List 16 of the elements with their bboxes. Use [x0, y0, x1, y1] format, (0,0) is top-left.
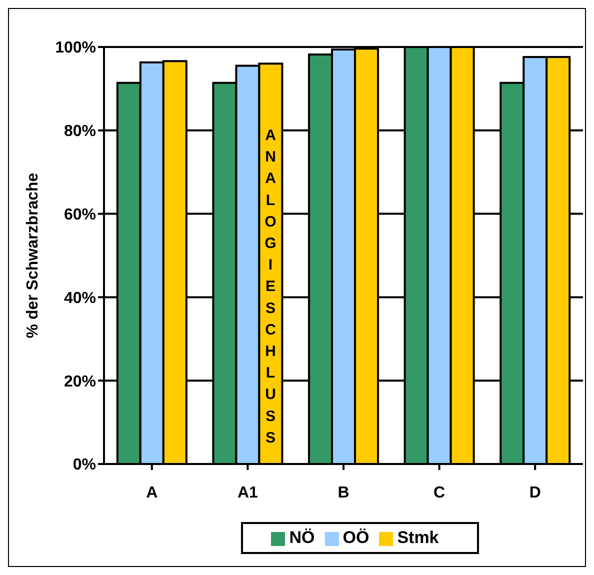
x-tick-label: A1 — [237, 484, 258, 502]
y-tick-label: 20% — [64, 373, 96, 390]
y-tick-label: 100% — [55, 40, 96, 57]
x-tick-label: B — [338, 484, 350, 502]
y-tick-label: 60% — [64, 206, 96, 224]
legend-label: NÖ — [289, 528, 315, 547]
y-tick-label: 80% — [64, 123, 96, 140]
x-tick-label: A — [146, 484, 158, 502]
y-tick-label: 0% — [72, 456, 96, 474]
x-tick-label: C — [434, 484, 446, 502]
y-tick-label: 40% — [64, 290, 96, 307]
legend-label: Stmk — [397, 528, 439, 547]
annotation: ANALOGIESCHLUSS — [262, 127, 279, 451]
x-tick-label: D — [529, 484, 541, 502]
legend-label: OÖ — [342, 528, 370, 547]
y-axis-title: % der Schwarzbrache — [24, 172, 42, 338]
